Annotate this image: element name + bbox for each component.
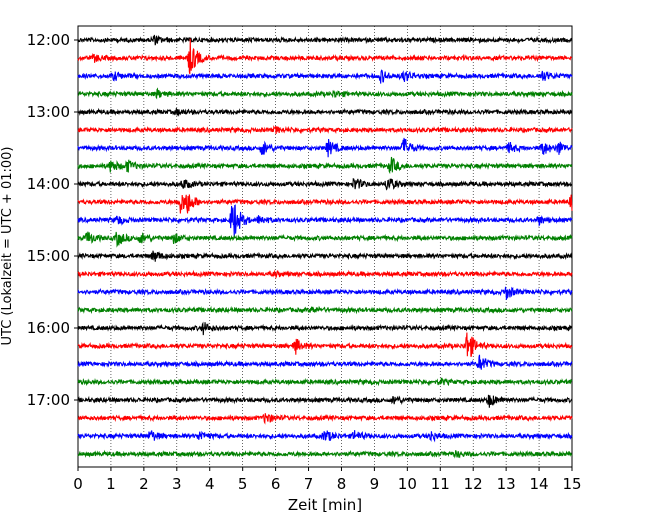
trace-line bbox=[77, 231, 573, 248]
x-axis-title: Zeit [min] bbox=[288, 496, 362, 514]
plot-frame bbox=[77, 25, 573, 468]
x-axis-ticks: 0 1 2 3 4 5 6 7 8 9 10 11 12 13 14 15 bbox=[73, 467, 582, 493]
y-axis-title: UTC (Lokalzeit = UTC + 01:00) bbox=[0, 147, 15, 346]
x-tick-label: 4 bbox=[205, 475, 215, 493]
x-tick-label: 7 bbox=[304, 475, 314, 493]
x-tick-label: 8 bbox=[337, 475, 347, 493]
trace-line bbox=[77, 34, 573, 46]
trace-line bbox=[77, 413, 573, 425]
x-tick-label: 2 bbox=[139, 475, 149, 493]
x-tick-label: 11 bbox=[431, 475, 450, 493]
trace-line bbox=[77, 321, 573, 336]
trace-line bbox=[77, 250, 573, 262]
x-tick-label: 13 bbox=[497, 475, 516, 493]
x-tick-label: 0 bbox=[73, 475, 83, 493]
trace-line bbox=[77, 107, 573, 117]
trace-line bbox=[77, 305, 573, 315]
trace-line bbox=[77, 69, 573, 84]
trace-line bbox=[77, 377, 573, 387]
trace-line bbox=[77, 430, 573, 443]
x-tick-label: 10 bbox=[398, 475, 417, 493]
trace-line bbox=[77, 38, 573, 75]
trace-line bbox=[77, 194, 573, 214]
x-tick-label: 3 bbox=[172, 475, 182, 493]
y-tick-label: 16:00 bbox=[27, 319, 70, 337]
trace-line bbox=[77, 204, 573, 238]
trace-line bbox=[77, 177, 573, 191]
x-tick-label: 15 bbox=[562, 475, 581, 493]
x-tick-label: 5 bbox=[238, 475, 248, 493]
y-axis-ticks: 12:00 13:00 14:00 15:00 16:00 17:00 bbox=[27, 31, 78, 409]
x-tick-label: 14 bbox=[530, 475, 549, 493]
trace-line bbox=[77, 87, 573, 100]
x-tick-label: 1 bbox=[106, 475, 116, 493]
y-tick-label: 13:00 bbox=[27, 103, 70, 121]
x-tick-label: 9 bbox=[370, 475, 380, 493]
trace-line bbox=[77, 286, 573, 300]
seismic-traces bbox=[77, 34, 573, 459]
trace-line bbox=[77, 354, 573, 370]
trace-line bbox=[77, 394, 573, 408]
y-tick-label: 14:00 bbox=[27, 175, 70, 193]
trace-line bbox=[77, 125, 573, 135]
trace-line bbox=[77, 137, 573, 158]
x-tick-label: 12 bbox=[464, 475, 483, 493]
x-tick-label: 6 bbox=[271, 475, 281, 493]
y-tick-label: 15:00 bbox=[27, 247, 70, 265]
y-tick-label: 12:00 bbox=[27, 31, 70, 49]
trace-line bbox=[77, 156, 573, 175]
trace-line bbox=[77, 269, 573, 280]
y-tick-label: 17:00 bbox=[27, 391, 70, 409]
trace-line bbox=[77, 332, 573, 357]
trace-line bbox=[77, 449, 573, 459]
